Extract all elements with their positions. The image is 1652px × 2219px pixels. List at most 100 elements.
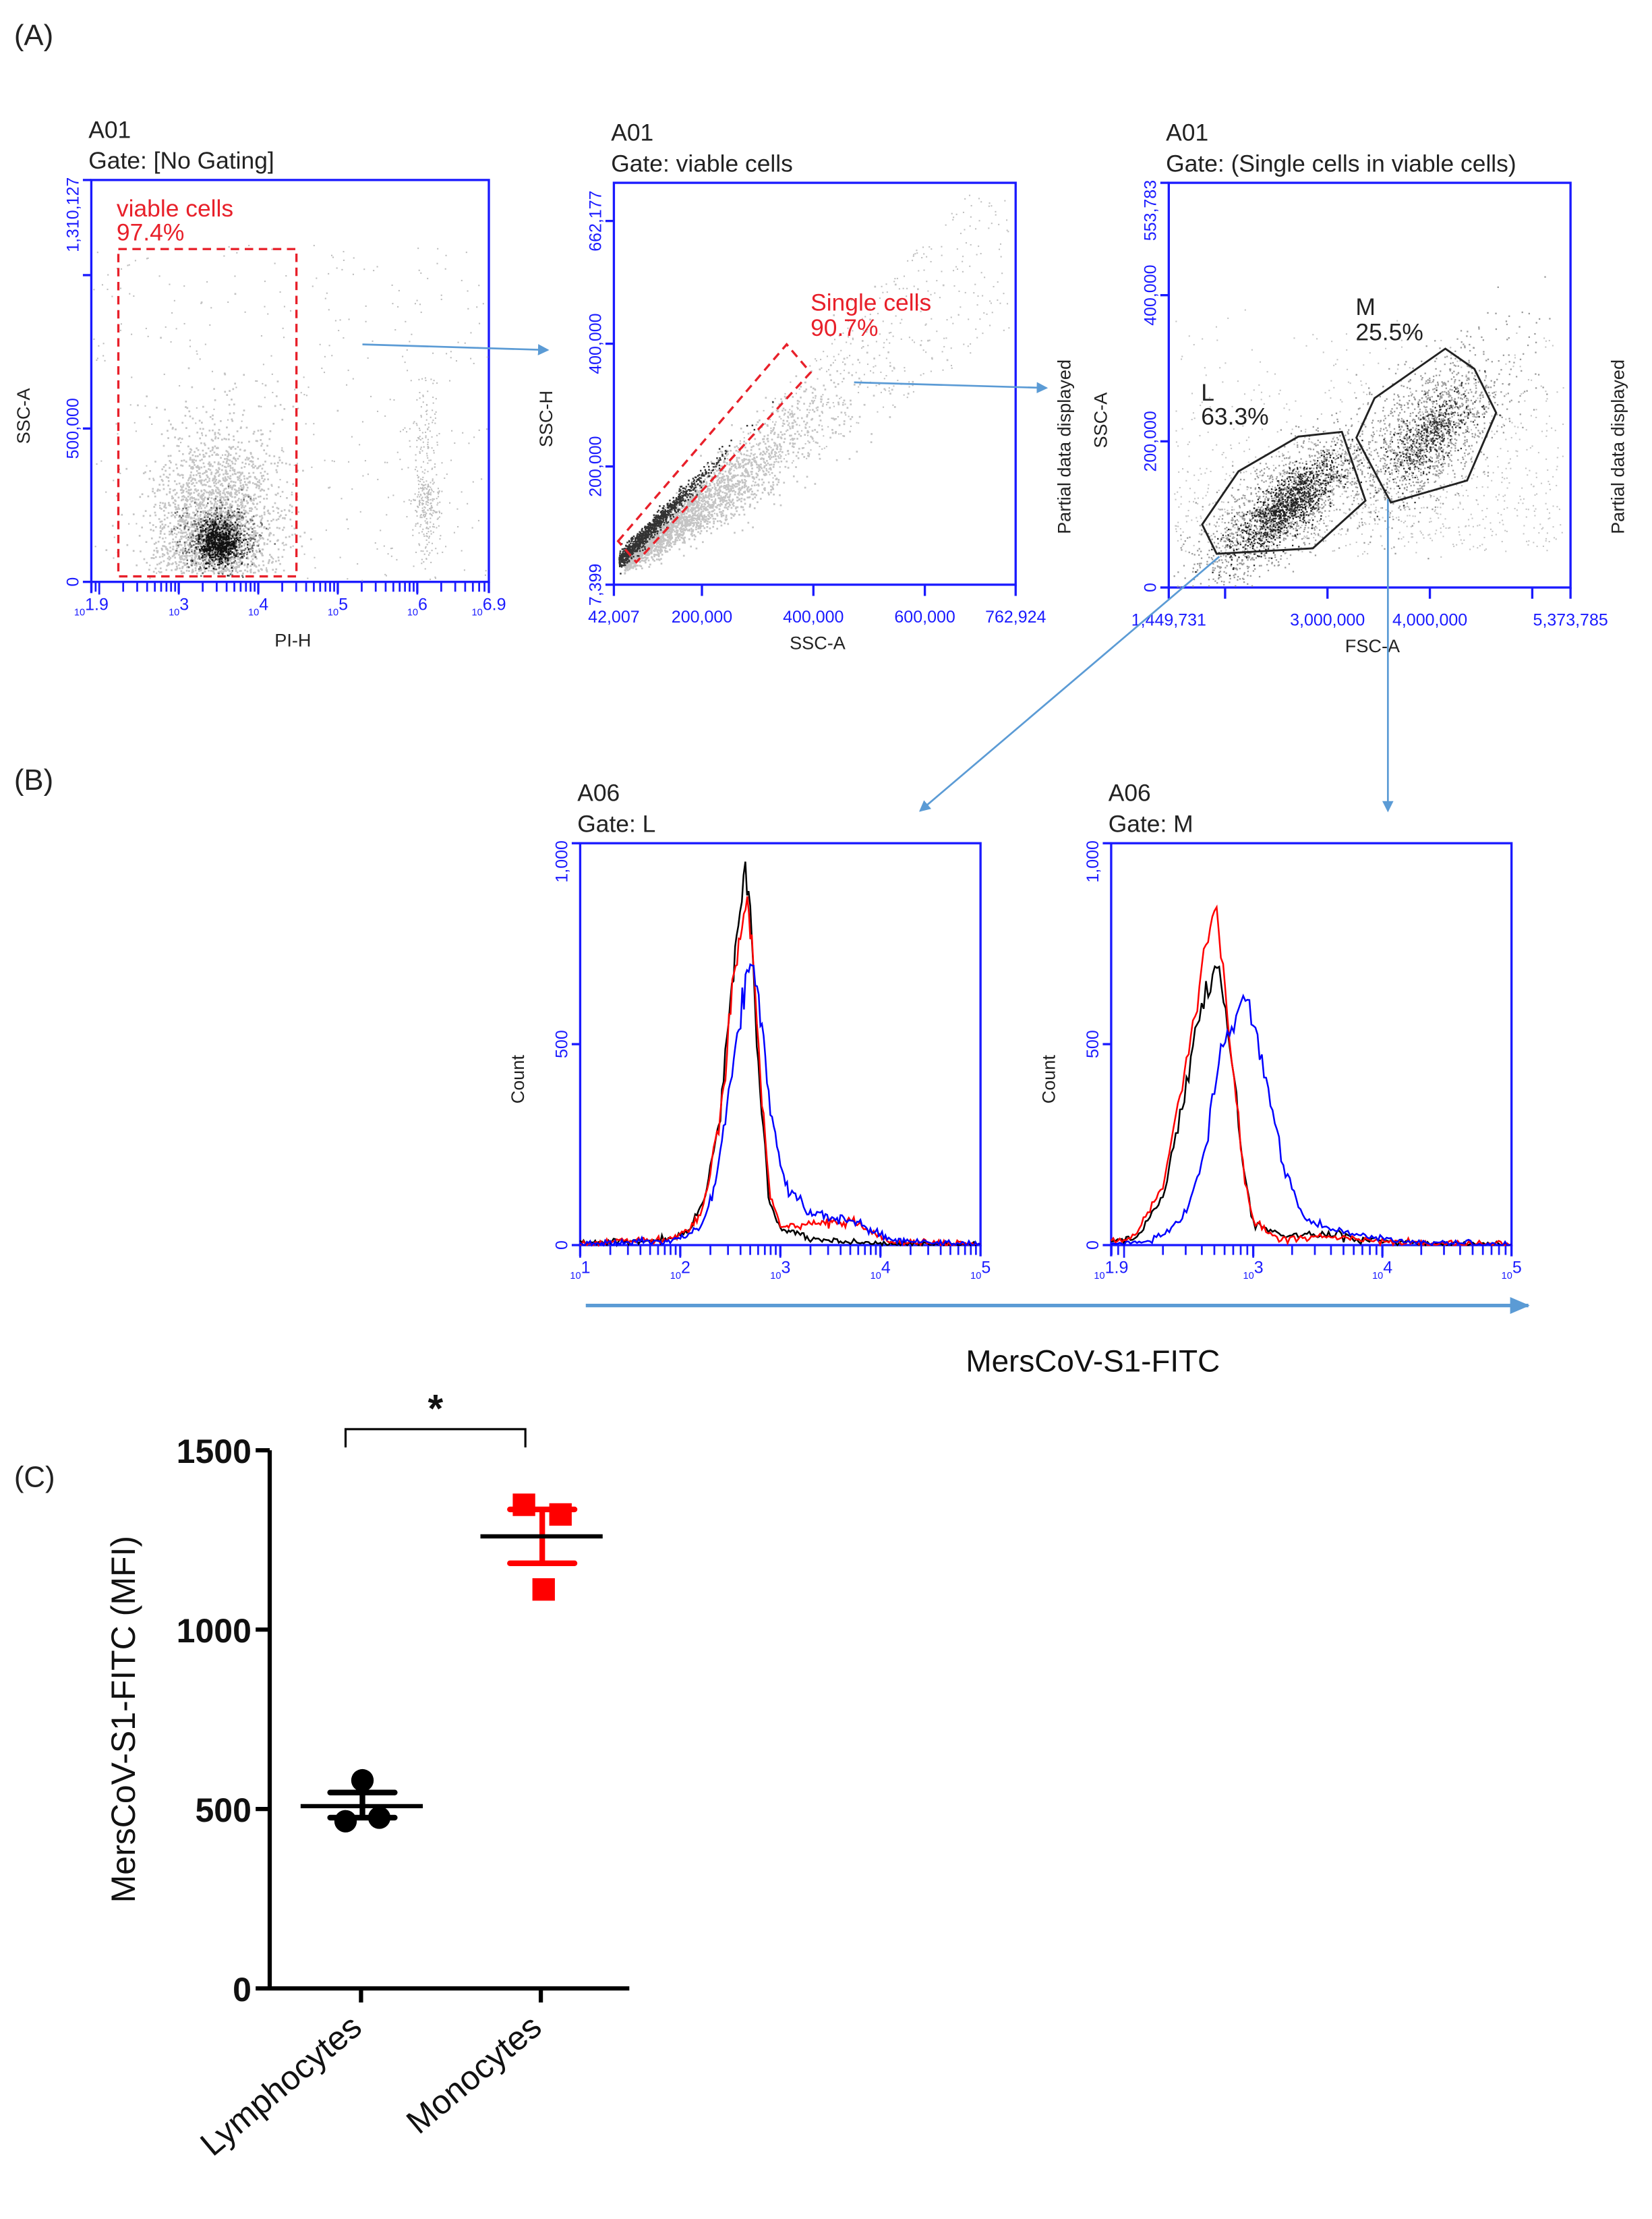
event-dot	[271, 557, 273, 559]
event-dot	[245, 484, 248, 486]
event-dot	[227, 301, 229, 304]
event-dot	[223, 556, 225, 558]
event-dot	[179, 519, 181, 521]
event-dot	[823, 351, 825, 353]
event-dot	[351, 488, 353, 490]
event-dot	[189, 534, 191, 537]
event-dot	[283, 548, 285, 551]
event-dot	[212, 531, 214, 534]
y-axis-label: SSC-A	[13, 388, 34, 444]
event-dot	[200, 529, 202, 531]
event-dot	[141, 526, 144, 529]
event-dot	[441, 490, 443, 492]
event-dot	[881, 285, 883, 287]
event-dot	[218, 501, 221, 503]
event-dot	[396, 451, 399, 453]
event-dot	[418, 543, 420, 545]
event-dot	[709, 482, 711, 485]
event-dot	[231, 488, 233, 490]
event-dot	[191, 550, 193, 553]
event-dot	[704, 475, 706, 477]
event-dot	[196, 473, 198, 476]
event-dot	[191, 558, 194, 560]
event-dot	[808, 411, 810, 413]
event-dot	[213, 503, 216, 505]
event-dot	[198, 507, 200, 509]
event-dot	[419, 436, 421, 438]
event-dot	[239, 515, 242, 517]
event-dot	[233, 484, 235, 486]
event-dot	[218, 563, 220, 566]
event-dot	[799, 409, 801, 411]
event-dot	[199, 453, 201, 456]
event-dot	[221, 563, 223, 565]
event-dot	[182, 562, 185, 564]
event-dot	[852, 337, 854, 339]
event-dot	[770, 427, 772, 429]
event-dot	[181, 531, 184, 534]
event-dot	[189, 526, 191, 529]
event-dot	[427, 531, 430, 533]
event-dot-layer	[191, 507, 250, 577]
event-dot	[278, 456, 281, 459]
event-dot	[288, 536, 291, 538]
event-dot	[227, 465, 229, 467]
event-dot	[203, 563, 206, 565]
event-dot	[180, 517, 183, 519]
event-dot	[221, 484, 224, 487]
event-dot	[936, 330, 938, 333]
event-dot	[875, 365, 877, 367]
event-dot	[699, 487, 701, 489]
event-dot	[421, 499, 423, 501]
event-dot	[195, 518, 198, 521]
event-dot	[231, 511, 233, 514]
event-dot	[689, 520, 691, 522]
event-dot	[215, 558, 217, 560]
event-dot	[708, 492, 711, 494]
event-dot	[235, 546, 237, 548]
event-dot	[231, 418, 233, 421]
event-dot	[182, 552, 184, 554]
event-dot	[216, 500, 219, 502]
event-dot	[951, 212, 953, 214]
event-dot	[200, 482, 202, 485]
event-dot	[446, 353, 448, 355]
event-dot	[163, 525, 165, 528]
event-dot	[228, 546, 231, 548]
event-dot	[207, 498, 209, 500]
event-dot	[411, 333, 413, 335]
event-dot	[216, 538, 218, 540]
event-dot	[232, 388, 235, 391]
event-dot	[238, 525, 240, 527]
event-dot	[825, 370, 828, 372]
event-dot	[361, 421, 364, 423]
event-dot	[188, 410, 191, 413]
event-dot	[745, 442, 747, 444]
event-dot	[441, 462, 443, 464]
event-dot	[241, 492, 243, 495]
event-dot	[869, 314, 871, 316]
event-dot	[332, 256, 334, 258]
event-dot	[891, 322, 893, 324]
event-dot	[194, 455, 197, 457]
event-dot	[432, 420, 434, 422]
event-dot	[779, 451, 781, 453]
event-dot	[187, 506, 190, 509]
event-dot	[260, 519, 263, 521]
event-dot	[229, 516, 232, 519]
event-dot	[202, 510, 204, 513]
event-dot	[181, 438, 183, 440]
event-dot	[968, 194, 971, 196]
event-dot	[262, 364, 264, 366]
event-dot	[256, 557, 258, 560]
event-dot	[216, 544, 219, 547]
event-dot	[264, 397, 266, 399]
event-dot	[433, 510, 435, 512]
event-dot	[227, 559, 229, 561]
event-dot	[422, 502, 424, 505]
event-dot	[425, 488, 427, 490]
event-dot	[430, 530, 432, 532]
event-dot	[231, 467, 234, 469]
event-dot	[422, 441, 424, 443]
x-tick-label: 762,924	[985, 608, 1046, 627]
